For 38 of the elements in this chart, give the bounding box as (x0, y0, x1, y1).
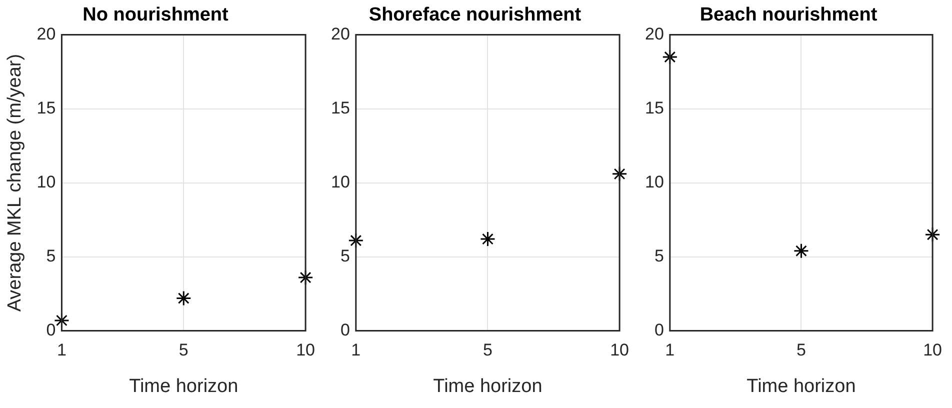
x-axis-title: Time horizon (746, 376, 856, 397)
point (54, 312, 70, 328)
x-tick-label: 5 (178, 340, 188, 360)
point (924, 226, 940, 242)
y-tick-label: 0 (654, 320, 664, 340)
y-tick-label: 15 (644, 98, 664, 118)
x-axis-title: Time horizon (129, 376, 238, 397)
point (480, 231, 496, 247)
chart-title: No nourishment (82, 4, 229, 26)
y-tick-label: 15 (330, 98, 350, 118)
y-tick-label: 10 (330, 172, 350, 192)
y-tick-label: 0 (46, 320, 56, 340)
y-tick-label: 20 (644, 24, 664, 44)
y-tick-label: 20 (36, 24, 56, 44)
y-tick-label: 15 (36, 98, 56, 118)
point (793, 243, 809, 259)
x-tick-label: 1 (351, 340, 361, 360)
y-tick-label: 10 (36, 172, 56, 192)
y-tick-label: 5 (654, 246, 664, 266)
point (298, 270, 314, 286)
x-tick-label: 1 (56, 340, 66, 360)
y-tick-label: 20 (330, 24, 350, 44)
point (176, 290, 192, 306)
y-tick-label: 5 (46, 246, 56, 266)
point (612, 166, 628, 182)
x-tick-label: 10 (296, 340, 316, 360)
y-tick-label: 5 (340, 246, 350, 266)
chart-title: Shoreface nourishment (368, 4, 582, 26)
y-axis-title: Average MKL change (m/year) (4, 54, 26, 312)
x-tick-label: 10 (923, 340, 942, 360)
x-tick-label: 10 (610, 340, 630, 360)
chart-title: Beach nourishment (700, 4, 878, 26)
y-tick-label: 0 (340, 320, 350, 340)
y-tick-label: 10 (644, 172, 664, 192)
x-tick-label: 5 (796, 340, 806, 360)
x-tick-label: 5 (482, 340, 492, 360)
x-axis-title: Time horizon (433, 376, 542, 397)
x-tick-label: 1 (665, 340, 675, 360)
